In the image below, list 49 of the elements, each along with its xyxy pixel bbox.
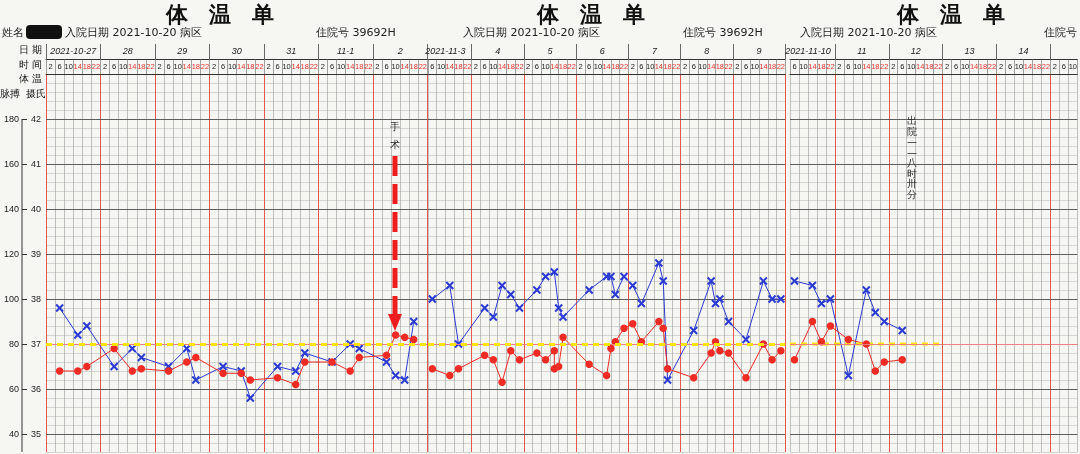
x2-tick-label: 8 [704, 45, 710, 56]
text: 体 温 [18, 73, 42, 84]
chart-subtitle: 入院日期 2021-10-20 病区 [463, 26, 600, 39]
y-tick-label: 60 [8, 384, 19, 394]
x2-tick-label: 13 [964, 45, 975, 56]
text: 住院号 39692H [683, 26, 763, 39]
x2-tick-label: 30 [231, 45, 242, 56]
y-tick-label: 100 [3, 294, 19, 304]
y2-tick-label: 41 [30, 159, 41, 169]
y2-tick-label: 42 [30, 114, 41, 124]
y2-tick-label: 40 [30, 204, 41, 214]
x2-tick-label: 7 [652, 45, 658, 56]
chart-title: 体温单 [895, 1, 1026, 27]
chart-subtitle: 入院日期 2021-10-20 病区 [800, 26, 937, 39]
x2-tick-label: 2021-10-27 [49, 45, 98, 56]
text: 姓名 [2, 26, 24, 39]
y2-tick-label: 36 [30, 384, 41, 394]
annotation: 手术 [389, 120, 401, 152]
y-tick-label: 40 [8, 429, 19, 439]
x2-tick-label: 5 [547, 45, 554, 56]
chart-title: 体温单 [535, 1, 666, 27]
y2-tick-label: 35 [30, 429, 41, 439]
x2-tick-label: 12 [910, 45, 921, 56]
x-axis-title: 时 间 [18, 59, 42, 70]
x2-tick-label: 2 [396, 45, 403, 56]
chart-title: 体温单 [164, 1, 295, 27]
x2-tick-label: 11-1 [336, 45, 355, 56]
text: 住院号 [1044, 26, 1077, 39]
x2-tick-label: 28 [121, 45, 133, 56]
y2-tick-label: 39 [30, 249, 41, 259]
y2-axis-title: 摄氏 [26, 88, 46, 99]
y-tick-label: 80 [8, 339, 19, 349]
y-axis-title: 脉搏 [0, 88, 20, 99]
x2-tick-label: 4 [495, 45, 501, 56]
x2-tick-label: 29 [176, 45, 188, 56]
y-tick-label: 120 [3, 249, 19, 259]
x2-tick-label: 11 [857, 45, 867, 56]
y2-tick-label: 38 [30, 294, 41, 304]
x2-tick-label: 31 [286, 45, 297, 56]
x2-tick-label: 9 [756, 45, 762, 56]
x2-axis-title: 日 期 [18, 44, 42, 55]
chart-subtitle: 入院日期 2021-10-20 病区 [65, 26, 202, 39]
y-tick-label: 160 [3, 159, 19, 169]
y-tick-label: 180 [3, 114, 19, 124]
y2-tick-label: 37 [30, 339, 41, 349]
y-tick-label: 140 [3, 204, 19, 214]
x2-tick-label: 6 [599, 45, 605, 56]
text: 住院号 39692H [316, 26, 396, 39]
x2-tick-label: 14 [1018, 45, 1029, 56]
